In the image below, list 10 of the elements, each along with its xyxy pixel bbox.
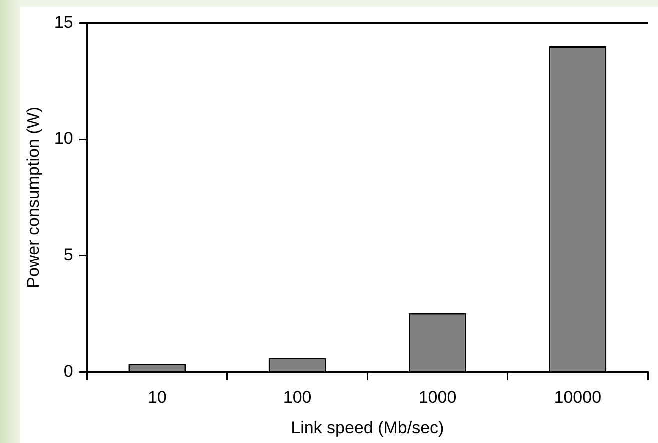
x-axis-title: Link speed (Mb/sec) xyxy=(291,418,444,438)
y-tick-label: 15 xyxy=(54,12,74,32)
x-tick-label: 1000 xyxy=(418,388,457,408)
y-tick-label: 5 xyxy=(64,246,74,265)
y-tick-label: 0 xyxy=(64,362,74,381)
y-axis-title: Power consumption (W) xyxy=(24,107,43,288)
x-tick-label: 10 xyxy=(148,388,167,408)
y-tick-label: 10 xyxy=(54,129,74,148)
x-tick-label: 100 xyxy=(283,388,312,408)
x-tick-label: 10000 xyxy=(554,388,602,408)
